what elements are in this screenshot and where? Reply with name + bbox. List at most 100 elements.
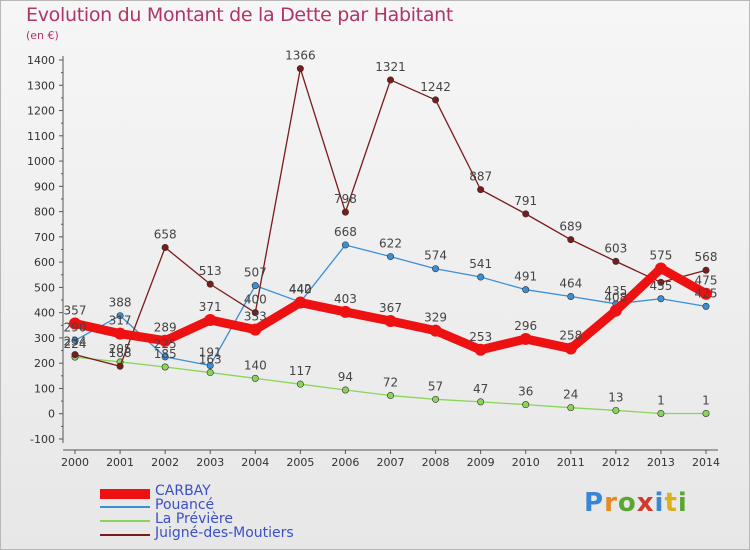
data-label: 225: [154, 337, 177, 351]
data-point: [71, 336, 79, 344]
data-label: 371: [199, 300, 222, 314]
data-point: [657, 409, 665, 417]
data-label: 425: [695, 286, 718, 300]
legend-label: Pouancé: [155, 497, 215, 513]
data-label: 464: [559, 276, 582, 290]
logo-letter: i: [677, 488, 688, 518]
data-label: 400: [244, 293, 267, 307]
x-tick-label: 2007: [377, 456, 405, 469]
data-label: 689: [559, 220, 582, 234]
logo-letter: x: [636, 488, 655, 518]
data-label: 658: [154, 227, 177, 241]
data-point: [69, 317, 81, 330]
data-point: [432, 395, 440, 403]
data-label: 1366: [285, 49, 316, 63]
data-label: 475: [695, 274, 718, 288]
data-point: [702, 266, 710, 274]
data-label: 435: [604, 284, 627, 298]
legend-item: Juigné-des-Moutiers: [100, 525, 360, 542]
data-point: [386, 253, 394, 261]
data-point: [296, 380, 304, 388]
data-label: 72: [383, 376, 398, 390]
data-point: [204, 313, 217, 326]
data-label: 408: [604, 291, 627, 305]
x-tick-label: 2006: [331, 456, 359, 469]
legend-label: Juigné-des-Moutiers: [155, 525, 294, 541]
data-point: [429, 324, 442, 337]
data-point: [296, 65, 304, 73]
data-point: [612, 257, 620, 265]
data-label: 296: [514, 319, 537, 333]
y-tick-label: 900: [34, 180, 55, 193]
data-label: 1242: [420, 80, 451, 94]
y-tick-label: 700: [34, 231, 55, 244]
x-tick-label: 2010: [512, 456, 540, 469]
x-tick-label: 2001: [106, 456, 134, 469]
y-tick-label: -100: [30, 433, 55, 446]
data-point: [477, 273, 485, 281]
data-point: [384, 315, 397, 328]
data-label: 234: [64, 335, 87, 349]
data-label: 455: [649, 279, 672, 293]
legend-swatch: [100, 489, 150, 499]
logo-letter: t: [664, 488, 678, 518]
data-point: [251, 282, 259, 290]
data-label: 317: [109, 314, 132, 328]
data-point: [206, 361, 214, 369]
data-point: [567, 404, 575, 412]
data-label: 329: [424, 311, 447, 325]
data-point: [702, 302, 710, 310]
y-tick-label: 1200: [27, 105, 55, 118]
data-point: [657, 295, 665, 303]
data-label: 224: [64, 337, 87, 351]
data-point: [522, 401, 530, 409]
data-label: 24: [563, 388, 578, 402]
data-point: [477, 398, 485, 406]
data-label: 513: [199, 264, 222, 278]
x-tick-label: 2003: [196, 456, 224, 469]
data-label: 1: [657, 393, 665, 407]
data-point: [116, 312, 124, 320]
data-point: [159, 334, 172, 347]
data-label: 403: [334, 292, 357, 306]
data-label: 507: [244, 266, 267, 280]
legend-swatch: [100, 520, 150, 522]
data-label: 290: [64, 320, 87, 334]
logo-letter: r: [604, 488, 618, 518]
x-tick-label: 2000: [61, 456, 89, 469]
data-label: 94: [338, 370, 353, 384]
y-tick-label: 100: [34, 382, 55, 395]
data-label: 163: [199, 353, 222, 367]
y-tick-label: 500: [34, 281, 55, 294]
data-label: 791: [514, 194, 537, 208]
y-tick-label: 800: [34, 206, 55, 219]
data-point: [609, 304, 622, 317]
y-tick-label: 1000: [27, 155, 55, 168]
data-point: [700, 287, 712, 300]
x-tick-label: 2014: [692, 456, 720, 469]
data-label: 57: [428, 379, 443, 393]
data-point: [249, 323, 262, 336]
data-label: 36: [518, 385, 533, 399]
data-label: 205: [109, 342, 132, 356]
data-point: [432, 96, 440, 104]
y-tick-label: 1300: [27, 79, 55, 92]
data-point: [206, 369, 214, 377]
data-point: [114, 327, 127, 340]
data-point: [206, 280, 214, 288]
data-point: [341, 241, 349, 249]
data-label: 191: [199, 345, 222, 359]
legend-item: La Prévière: [100, 511, 360, 528]
data-point: [341, 386, 349, 394]
data-label: 491: [514, 270, 537, 284]
data-point: [116, 362, 124, 370]
data-point: [654, 262, 667, 275]
chart-subtitle: (en €): [26, 29, 59, 42]
legend-swatch: [100, 534, 150, 536]
proxiti-logo: Proxiti: [584, 488, 688, 518]
y-tick-label: 0: [48, 408, 55, 421]
legend-item: Pouancé: [100, 497, 360, 514]
data-point: [657, 278, 665, 286]
data-point: [564, 342, 577, 355]
